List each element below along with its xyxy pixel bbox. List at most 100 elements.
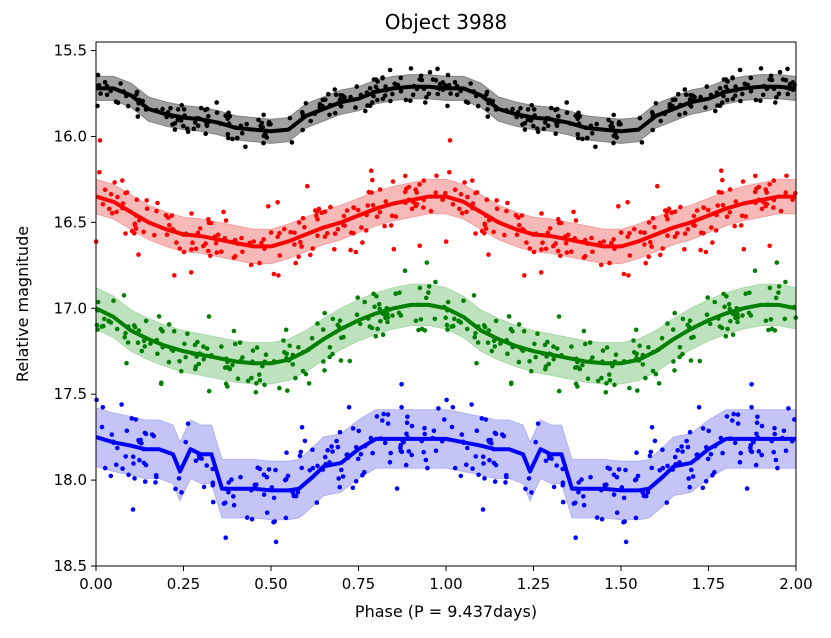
data-point xyxy=(390,179,396,184)
data-point xyxy=(646,220,652,225)
data-point xyxy=(287,343,293,349)
data-point xyxy=(119,402,124,407)
data-point xyxy=(172,273,177,278)
data-point xyxy=(503,473,509,478)
data-point xyxy=(753,462,759,468)
data-point xyxy=(599,375,604,381)
data-point xyxy=(373,334,379,339)
data-point xyxy=(598,262,604,268)
data-point xyxy=(740,313,745,318)
data-point xyxy=(687,429,693,435)
data-point xyxy=(153,480,158,485)
data-point xyxy=(398,313,404,318)
data-point xyxy=(122,335,127,340)
data-point xyxy=(604,381,609,386)
data-point xyxy=(691,213,697,219)
data-point xyxy=(99,424,105,430)
data-point xyxy=(374,214,380,219)
data-point xyxy=(685,444,691,450)
data-point xyxy=(423,295,429,301)
data-point xyxy=(191,126,197,132)
data-point xyxy=(637,115,643,121)
x-tick-label: 2.00 xyxy=(779,575,812,593)
data-point xyxy=(682,87,688,92)
data-point xyxy=(337,429,343,435)
data-point xyxy=(666,206,672,212)
data-point xyxy=(665,321,670,326)
data-point xyxy=(595,378,601,384)
data-point xyxy=(275,234,281,240)
data-point xyxy=(482,230,487,236)
data-point xyxy=(322,310,328,316)
data-point xyxy=(527,246,533,251)
data-point xyxy=(253,390,259,395)
data-point xyxy=(753,173,758,179)
data-point xyxy=(589,235,594,241)
data-point xyxy=(332,247,337,252)
data-point xyxy=(730,418,735,423)
data-point xyxy=(271,271,277,277)
data-point xyxy=(571,209,576,215)
data-point xyxy=(543,246,549,252)
data-point xyxy=(707,321,713,327)
data-point xyxy=(151,433,157,439)
data-point xyxy=(700,426,706,431)
data-point xyxy=(293,375,298,381)
data-point xyxy=(754,420,760,426)
data-point xyxy=(330,316,336,322)
data-point xyxy=(282,226,287,232)
data-point xyxy=(124,360,129,366)
data-point xyxy=(287,115,293,121)
data-point xyxy=(726,301,732,307)
data-point xyxy=(143,462,149,468)
data-point xyxy=(773,457,779,463)
data-point xyxy=(124,428,130,434)
data-point xyxy=(539,247,544,252)
data-point xyxy=(219,344,224,349)
data-point xyxy=(556,220,562,226)
data-point xyxy=(541,126,547,132)
data-point xyxy=(408,66,414,71)
data-point xyxy=(723,84,729,90)
data-point xyxy=(261,140,266,146)
data-point xyxy=(387,67,393,73)
data-point xyxy=(772,431,777,437)
data-point xyxy=(239,130,245,136)
data-point xyxy=(263,133,268,138)
data-point xyxy=(678,204,683,210)
data-point xyxy=(575,384,580,389)
data-point xyxy=(787,81,793,87)
data-point xyxy=(312,208,318,213)
data-point xyxy=(521,328,527,334)
data-point xyxy=(389,213,395,219)
data-point xyxy=(387,459,393,465)
data-point xyxy=(422,328,428,333)
data-point xyxy=(261,492,267,497)
data-point xyxy=(338,358,344,363)
data-point xyxy=(232,341,238,347)
data-point xyxy=(134,89,140,95)
data-point xyxy=(609,120,615,126)
data-point xyxy=(303,101,309,106)
data-point xyxy=(370,450,375,456)
data-point xyxy=(433,190,439,195)
data-point xyxy=(198,105,204,111)
data-point xyxy=(378,318,383,324)
data-point xyxy=(618,230,624,235)
data-point xyxy=(739,213,745,219)
data-point xyxy=(470,466,475,471)
y-axis: 15.5 16.0 16.5 17.0 17.5 18.0 18.5 xyxy=(54,42,96,575)
data-point xyxy=(483,417,489,422)
data-point xyxy=(182,341,187,347)
data-point xyxy=(642,242,647,247)
data-point xyxy=(363,228,369,233)
data-point xyxy=(634,450,639,456)
data-point xyxy=(723,334,729,339)
data-point xyxy=(459,210,465,216)
data-point xyxy=(193,246,199,252)
data-point xyxy=(510,106,515,112)
data-point xyxy=(627,231,632,236)
data-point xyxy=(712,299,717,305)
data-point xyxy=(483,226,489,231)
data-point xyxy=(553,131,558,136)
